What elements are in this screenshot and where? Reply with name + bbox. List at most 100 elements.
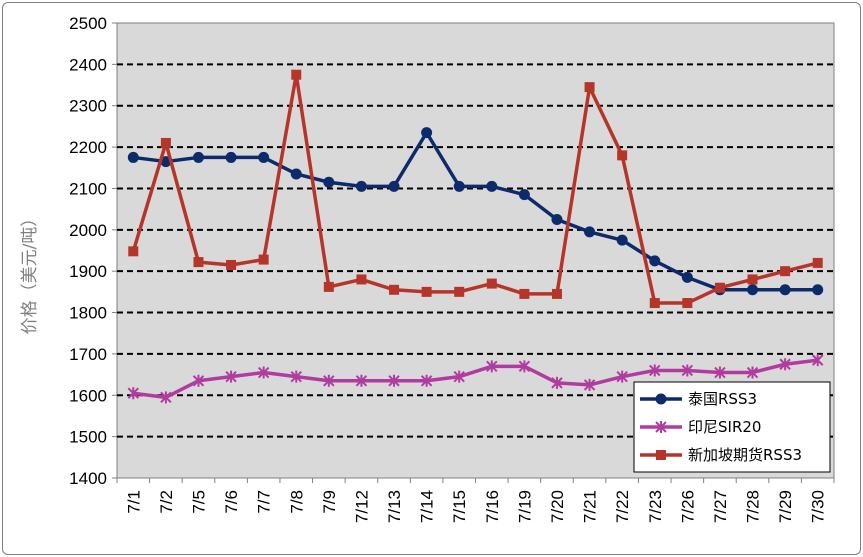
x-tick-label: 7/6	[222, 490, 241, 514]
data-point	[127, 151, 139, 163]
data-point	[518, 189, 530, 201]
data-point	[779, 358, 791, 371]
x-tick-label: 7/27	[711, 490, 730, 523]
data-point	[323, 374, 335, 387]
x-tick-label: 7/8	[287, 490, 306, 514]
series-line	[133, 130, 818, 292]
x-tick-label: 7/26	[678, 490, 697, 523]
data-point	[649, 298, 660, 309]
axes: 1400 1500 1600 1700 1800 1900 2000 2100 2200 2300…	[69, 14, 835, 523]
data-point	[225, 370, 237, 383]
data-point	[681, 271, 693, 283]
data-point	[714, 282, 725, 293]
y-tick-label: 2400	[69, 55, 107, 74]
data-point	[160, 391, 172, 404]
data-point	[649, 255, 661, 267]
x-tick-label: 7/16	[483, 490, 502, 523]
data-point	[192, 374, 205, 387]
data-point	[519, 288, 530, 299]
data-point	[421, 286, 432, 297]
series-line	[133, 358, 818, 400]
legend-entry: 新加坡期货RSS3	[688, 446, 802, 464]
series-2	[127, 354, 824, 404]
y-tick-label: 1600	[69, 386, 107, 405]
data-point	[747, 284, 759, 296]
x-tick-label: 7/20	[548, 490, 567, 523]
x-tick-label: 7/14	[418, 490, 437, 523]
y-tick-label: 2300	[69, 97, 107, 116]
x-tick-label: 7/12	[352, 490, 371, 523]
data-point	[714, 366, 726, 379]
data-point	[323, 281, 334, 292]
data-point	[649, 364, 661, 377]
x-tick-label: 7/23	[646, 490, 665, 523]
x-tick-label: 7/13	[385, 490, 404, 523]
data-point	[616, 370, 628, 383]
data-point	[257, 366, 270, 379]
data-point	[356, 274, 367, 285]
data-point	[160, 137, 171, 148]
data-point	[454, 286, 465, 297]
data-point	[486, 180, 498, 192]
y-tick-label: 1700	[69, 345, 107, 364]
data-point	[812, 284, 824, 296]
data-point	[617, 150, 628, 161]
data-point	[290, 168, 302, 180]
y-tick-label: 2100	[69, 179, 107, 198]
data-point	[811, 354, 824, 367]
data-point	[746, 366, 759, 379]
x-tick-label: 7/2	[157, 490, 176, 514]
data-point	[453, 370, 465, 383]
legend-marker	[655, 421, 667, 433]
data-point	[779, 284, 791, 296]
data-point	[747, 274, 758, 285]
data-point	[486, 360, 498, 373]
data-point	[812, 257, 823, 268]
y-tick-label: 1400	[69, 469, 107, 488]
data-point	[258, 254, 269, 265]
data-point	[193, 257, 204, 268]
data-point	[584, 226, 596, 238]
data-point	[225, 151, 237, 163]
y-tick-label: 1500	[69, 428, 107, 447]
x-tick-label: 7/29	[776, 490, 795, 523]
data-point	[290, 370, 302, 383]
series-line	[131, 72, 819, 305]
x-tick-label: 7/19	[515, 490, 534, 523]
y-tick-label: 1900	[69, 262, 107, 281]
data-point	[583, 378, 596, 391]
y-axis-label: 价格（美元/吨）	[20, 210, 40, 335]
data-point	[355, 374, 368, 387]
legend-marker	[656, 450, 666, 460]
data-point	[616, 234, 628, 246]
data-point	[355, 180, 367, 192]
series-3	[128, 69, 823, 309]
data-point	[682, 298, 693, 309]
legend-entry: 泰国RSS3	[688, 390, 757, 408]
data-point	[453, 180, 465, 192]
data-point	[258, 151, 270, 163]
y-tick-label: 1800	[69, 304, 107, 323]
x-tick-label: 7/30	[809, 490, 828, 523]
legend-entry: 印尼SIR20	[688, 418, 761, 436]
x-tick-label: 7/28	[744, 490, 763, 523]
y-tick-label: 2000	[69, 221, 107, 240]
x-tick-label: 7/7	[255, 490, 274, 514]
data-point	[551, 288, 562, 299]
series-lines	[127, 69, 824, 404]
data-point	[551, 376, 563, 389]
data-point	[192, 151, 204, 163]
y-tick-label: 2500	[69, 14, 107, 33]
x-tick-label: 7/15	[450, 490, 469, 523]
data-point	[551, 213, 563, 225]
data-point	[389, 284, 400, 295]
x-tick-label: 7/1	[124, 490, 143, 514]
legend-marker	[655, 393, 667, 405]
data-point	[127, 387, 140, 400]
data-point	[291, 69, 302, 80]
data-point	[780, 266, 791, 277]
data-point	[420, 374, 433, 387]
x-tick-label: 7/9	[320, 490, 339, 514]
data-point	[226, 259, 237, 270]
